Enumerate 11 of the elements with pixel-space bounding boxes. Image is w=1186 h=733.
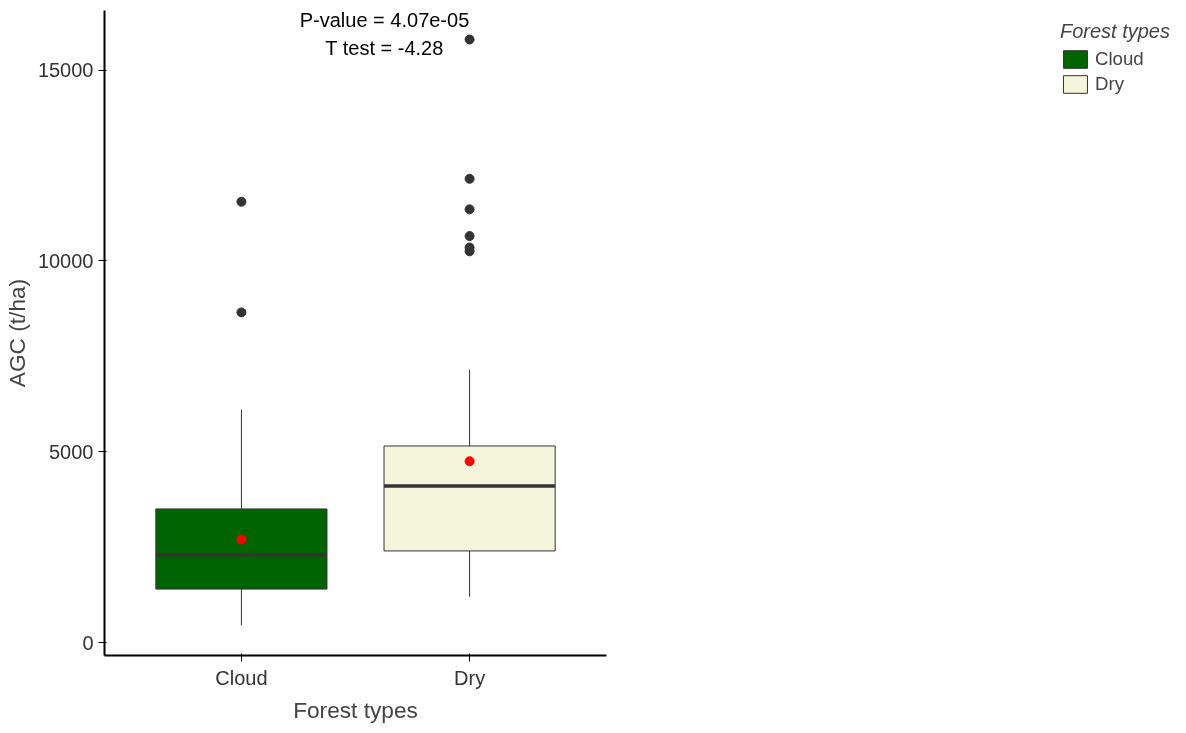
x-axis-title: Forest types [293,696,418,723]
legend-title: Forest types [1059,20,1170,43]
y-tick-label: 10000 [37,249,94,272]
legend-label: Cloud [1094,48,1144,70]
y-tick-label: 15000 [37,59,94,82]
annotation: T test = -4.28 [325,36,444,59]
annotation: P-value = 4.07e-05 [299,8,470,31]
y-tick-label: 5000 [49,440,94,463]
y-tick-label: 0 [82,631,94,654]
y-axis-title: AGC (t/ha) [3,278,30,388]
legend-label: Dry [1094,73,1124,95]
